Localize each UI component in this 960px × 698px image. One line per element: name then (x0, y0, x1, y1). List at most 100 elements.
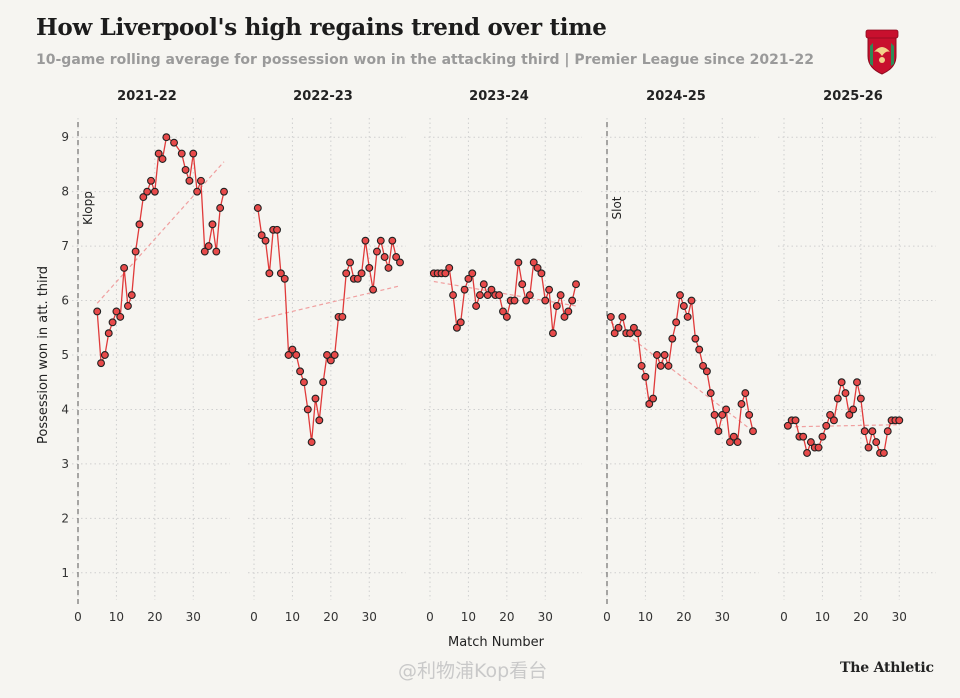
y-tick-label: 6 (61, 294, 69, 308)
data-point (522, 296, 531, 305)
trend-line (96, 161, 225, 304)
y-axis-label: Possession won in att. third (36, 266, 51, 444)
data-point (143, 187, 152, 196)
data-point (108, 318, 117, 327)
data-point (841, 389, 850, 398)
data-point (660, 351, 669, 359)
data-point (626, 329, 635, 338)
data-point (388, 236, 397, 245)
data-point (895, 416, 904, 425)
x-tick-label: 0 (250, 610, 258, 624)
data-point (656, 361, 665, 370)
data-point (649, 394, 658, 403)
data-point (633, 329, 642, 338)
data-point (449, 291, 458, 300)
data-point (200, 247, 209, 256)
data-point (502, 312, 511, 321)
y-tick-label: 8 (61, 185, 69, 199)
data-point (468, 269, 477, 278)
data-point (154, 149, 163, 158)
data-point (460, 285, 469, 294)
data-point (93, 307, 102, 316)
data-point (529, 258, 538, 267)
data-point (475, 291, 484, 300)
data-point (97, 359, 106, 368)
data-point (170, 138, 179, 147)
data-point (162, 133, 171, 142)
data-point (495, 291, 504, 300)
data-point (822, 421, 831, 430)
trend-line (433, 280, 577, 307)
x-tick-label: 0 (603, 610, 611, 624)
data-point (265, 269, 274, 278)
data-point (288, 345, 297, 354)
data-point (533, 263, 542, 272)
data-point (384, 263, 393, 272)
data-point (614, 323, 623, 332)
data-point (369, 285, 378, 294)
y-tick-label: 7 (61, 239, 69, 253)
data-point (541, 296, 550, 305)
data-point (276, 269, 285, 278)
y-tick-label: 4 (61, 402, 69, 416)
x-tick-label: 0 (780, 610, 788, 624)
brand-logo: The Athletic (840, 660, 934, 676)
x-tick-label: 20 (676, 610, 691, 624)
data-point (706, 389, 715, 398)
data-point (212, 247, 221, 256)
data-point (216, 204, 225, 212)
data-point (326, 356, 335, 365)
x-tick-label: 10 (638, 610, 653, 624)
data-point (552, 302, 561, 310)
data-point (618, 312, 627, 321)
data-point (257, 231, 266, 240)
data-point (668, 334, 677, 343)
data-point (687, 296, 696, 305)
data-point (472, 302, 481, 310)
data-point (112, 307, 121, 316)
data-point (676, 291, 684, 300)
data-point (330, 351, 339, 359)
data-point (380, 253, 389, 261)
x-tick-label: 0 (426, 610, 434, 624)
data-point (116, 312, 125, 321)
x-tick-label: 10 (109, 610, 124, 624)
data-point (729, 432, 738, 441)
data-point (253, 204, 262, 212)
data-point (104, 329, 113, 338)
data-point (826, 410, 835, 419)
data-point (147, 176, 155, 185)
data-point (864, 443, 873, 452)
data-point (518, 280, 527, 289)
data-point (392, 253, 401, 261)
y-tick-label: 3 (61, 457, 69, 471)
data-point (303, 405, 312, 414)
data-point (737, 400, 746, 408)
trend-line (787, 424, 900, 428)
data-point (315, 416, 324, 425)
x-tick-label: 20 (853, 610, 868, 624)
data-point (691, 334, 700, 343)
manager-annotation: Klopp (81, 191, 95, 225)
data-point (185, 176, 194, 185)
data-point (629, 323, 638, 332)
data-point (452, 323, 461, 332)
x-tick-label: 0 (74, 610, 82, 624)
data-point (464, 274, 473, 283)
data-point (645, 400, 654, 408)
data-point (307, 438, 316, 447)
data-point (323, 351, 331, 359)
data-point (548, 329, 557, 338)
data-point (783, 421, 792, 430)
data-point (299, 378, 308, 387)
x-tick-label: 30 (892, 610, 907, 624)
data-point (189, 149, 198, 158)
data-point (710, 410, 719, 419)
y-tick-label: 5 (61, 348, 69, 362)
data-point (695, 345, 704, 354)
watermark: @利物浦Kop看台 (398, 660, 548, 682)
data-point (131, 247, 140, 256)
x-tick-label: 30 (715, 610, 730, 624)
data-point (564, 307, 573, 316)
data-point (849, 405, 858, 414)
